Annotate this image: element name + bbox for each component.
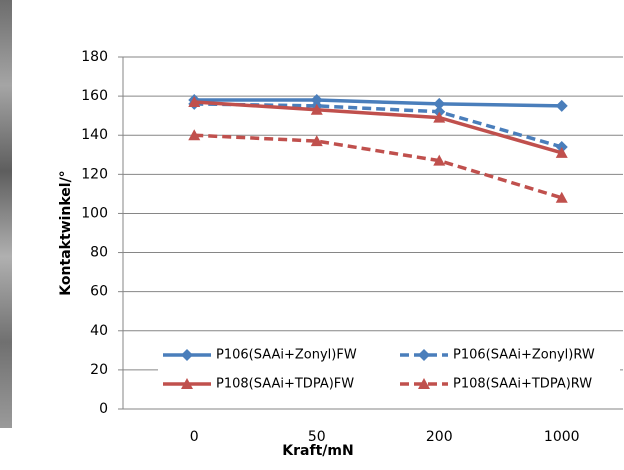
marker	[433, 111, 446, 123]
series-line	[194, 133, 563, 200]
legend-label: P106(SAAi+Zonyl)RW	[453, 348, 595, 363]
legend-marker	[418, 378, 430, 389]
series-line	[194, 100, 563, 155]
marker	[433, 154, 446, 166]
x-tick-label: 0	[190, 429, 199, 445]
series-line	[194, 98, 562, 108]
y-tick-label: 80	[90, 245, 108, 261]
x-tick-label: 200	[426, 429, 453, 445]
legend-label: P106(SAAi+Zonyl)FW	[216, 348, 357, 363]
y-tick-label: 160	[81, 88, 108, 104]
marker	[310, 135, 323, 147]
marker	[433, 97, 446, 110]
x-tick-label: 50	[308, 429, 326, 445]
legend-label: P108(SAAi+TDPA)FW	[216, 377, 354, 392]
y-tick-label: 180	[81, 49, 108, 65]
marker	[188, 95, 201, 107]
x-axis-title: Kraft/mN	[282, 443, 353, 459]
y-tick-label: 120	[81, 166, 108, 182]
y-tick-label: 40	[90, 323, 108, 339]
y-tick-label: 20	[90, 362, 108, 378]
series-line	[194, 102, 563, 149]
y-axis-title: Kontaktwinkel/°	[58, 170, 74, 295]
legend-label: P108(SAAi+TDPA)RW	[453, 377, 592, 392]
marker	[310, 103, 323, 115]
photo-strip	[0, 0, 12, 428]
legend-marker	[181, 349, 193, 361]
marker	[555, 146, 568, 158]
legend-marker	[418, 349, 430, 361]
marker	[188, 129, 201, 141]
marker	[555, 191, 568, 203]
y-tick-label: 100	[81, 205, 108, 221]
y-tick-label: 60	[90, 284, 108, 300]
legend-marker	[181, 378, 193, 389]
y-tick-label: 0	[99, 401, 108, 417]
legend-box	[158, 341, 620, 399]
marker	[555, 99, 568, 112]
y-tick-label: 140	[81, 127, 108, 143]
x-tick-label: 1000	[544, 429, 580, 445]
